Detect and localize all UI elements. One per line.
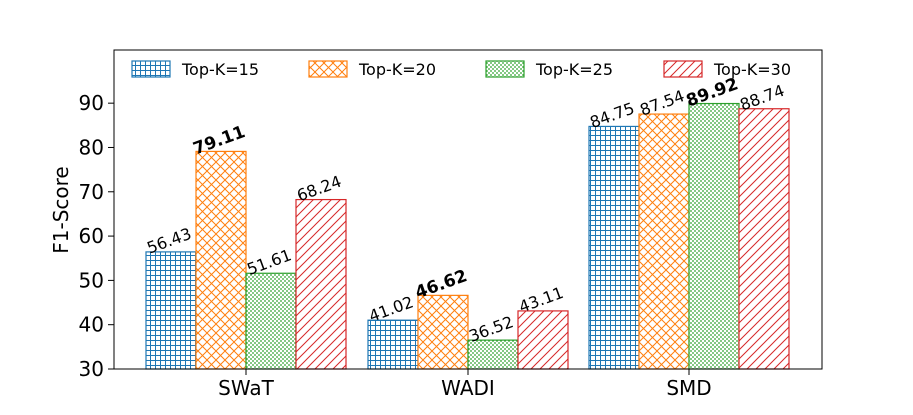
legend-swatch-top-k-30	[663, 60, 703, 78]
y-tick-label-90: 90	[79, 91, 104, 115]
bar-swat-top-k-30	[295, 198, 347, 370]
bar-swat-top-k-15	[145, 251, 197, 370]
x-tick-label-wadi: WADI	[441, 376, 495, 400]
x-tick-label-smd: SMD	[666, 376, 711, 400]
bar-swat-top-k-20	[195, 150, 247, 370]
legend-label-top-k-20: Top-K=20	[358, 60, 436, 79]
bar-wadi-top-k-30	[517, 310, 569, 370]
bar-smd-top-k-30	[738, 108, 790, 370]
bar-swat-top-k-25	[245, 272, 297, 370]
y-tick-label-60: 60	[79, 224, 104, 248]
bar-smd-top-k-20	[638, 113, 690, 370]
bar-smd-top-k-15	[588, 125, 640, 370]
legend-swatch-top-k-15	[131, 60, 171, 78]
y-tick-label-40: 40	[79, 313, 104, 337]
y-tick-label-30: 30	[79, 357, 104, 381]
bars-layer	[145, 102, 790, 370]
legend-label-top-k-25: Top-K=25	[535, 60, 613, 79]
y-tick-label-70: 70	[79, 180, 104, 204]
axis-layer: 30 40 50 60 70 80 90 SWaT WADI SMD	[79, 91, 712, 400]
bar-wadi-top-k-20	[417, 294, 469, 370]
y-tick-label-50: 50	[79, 268, 104, 292]
legend-label-top-k-15: Top-K=15	[181, 60, 259, 79]
legend-label-top-k-30: Top-K=30	[713, 60, 791, 79]
y-tick-label-80: 80	[79, 135, 104, 159]
legend: Top-K=15 Top-K=20 Top-K=25 Top-K=30	[131, 60, 791, 79]
legend-swatch-top-k-20	[308, 60, 348, 78]
bar-smd-top-k-25	[688, 102, 740, 370]
y-axis-title: F1-Score	[49, 166, 73, 253]
x-tick-label-swat: SWaT	[218, 376, 274, 400]
legend-swatch-top-k-25	[485, 60, 525, 78]
bar-wadi-top-k-15	[367, 319, 419, 370]
